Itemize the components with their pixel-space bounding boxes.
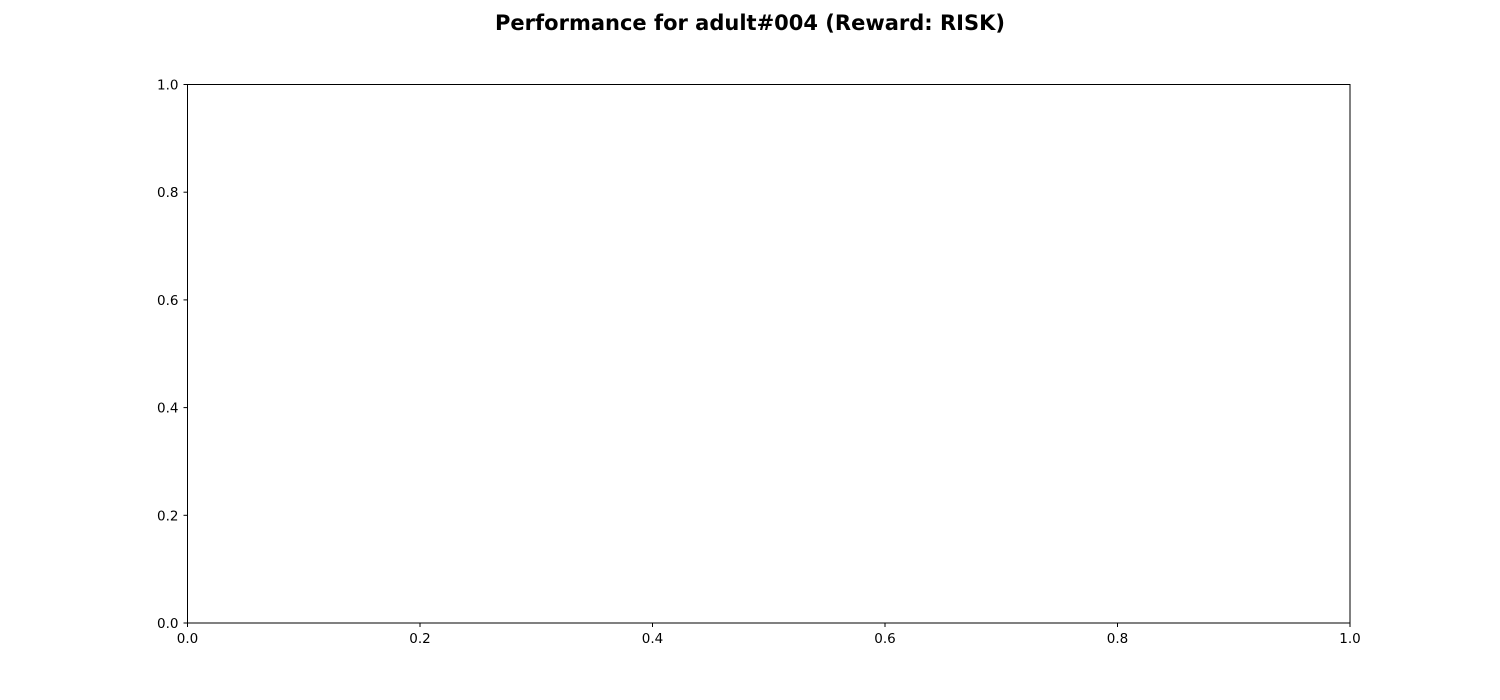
y-tick-label: 0.0 <box>157 616 178 632</box>
y-tick-label: 0.4 <box>157 401 178 417</box>
x-tick-label: 0.8 <box>1107 631 1128 647</box>
x-tick-label: 1.0 <box>1339 631 1360 647</box>
x-tick-label: 0.6 <box>874 631 895 647</box>
y-tick-label: 0.6 <box>157 293 178 309</box>
x-axis: 0.0 0.2 0.4 0.6 0.8 1.0 <box>177 623 1361 647</box>
x-tick-label: 0.0 <box>177 631 198 647</box>
x-tick-label: 0.2 <box>409 631 430 647</box>
x-tick-label: 0.4 <box>642 631 663 647</box>
plot-axes: 0.0 0.2 0.4 0.6 0.8 1.0 0.0 0.2 0.4 0.6 0.8 1.0 <box>157 78 1361 648</box>
y-tick-label: 1.0 <box>157 78 178 94</box>
y-axis: 0.0 0.2 0.4 0.6 0.8 1.0 <box>157 78 188 632</box>
y-tick-label: 0.2 <box>157 508 178 524</box>
axes-frame <box>187 84 1351 624</box>
y-tick-label: 0.8 <box>157 185 178 201</box>
chart-title: Performance for adult#004 (Reward: RISK) <box>495 11 1005 35</box>
